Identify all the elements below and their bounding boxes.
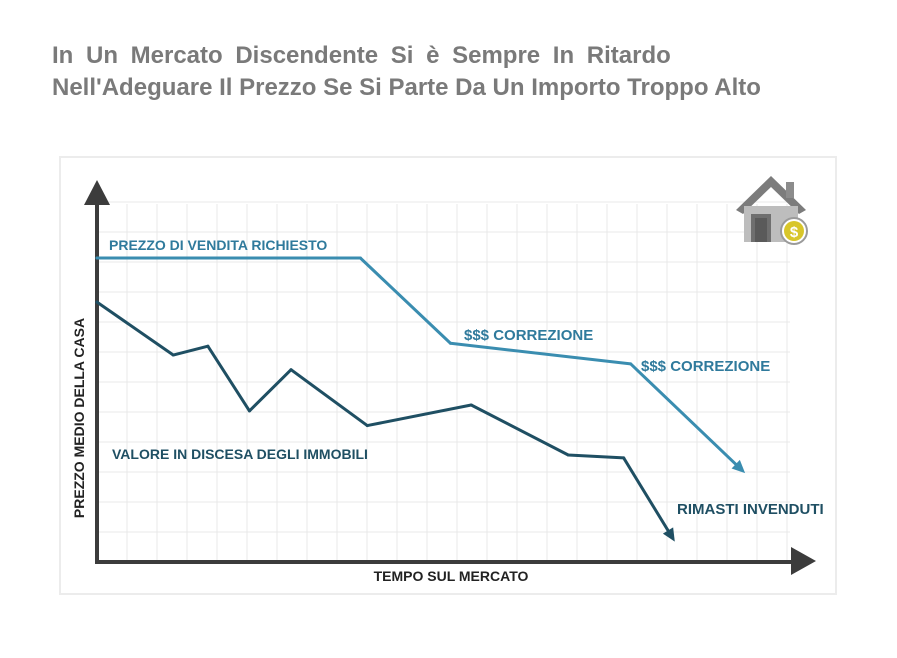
x-axis-label: TEMPO SUL MERCATO: [374, 568, 529, 584]
series-asking-price-point: [95, 256, 99, 260]
series-market-value-point: [622, 456, 626, 460]
series-market-value-arrowhead: [662, 527, 675, 542]
y-axis-arrowhead: [84, 180, 110, 205]
title-line-2: Nell'Adeguare Il Prezzo Se Si Parte Da U…: [52, 74, 761, 101]
house-dollar-icon: $: [736, 176, 808, 245]
x-axis-arrowhead: [791, 547, 816, 575]
annotation-correction-1: $$$ CORREZIONE: [464, 327, 593, 344]
series-market-value-point: [247, 409, 251, 413]
series-asking-price-point: [629, 362, 633, 366]
series-asking-price-arrowhead: [731, 459, 746, 474]
series-market-value-point: [469, 403, 473, 407]
annotation-unsold: RIMASTI INVENDUTI: [677, 501, 824, 518]
series-market-value-point: [171, 353, 175, 357]
series-asking-price-point: [448, 341, 452, 345]
series-market-value-point: [289, 368, 293, 372]
series-label-asking-price: PREZZO DI VENDITA RICHIESTO: [109, 237, 327, 253]
series-market-value-point: [365, 424, 369, 428]
series-asking-price-point: [358, 256, 362, 260]
title-line-1: In Un Mercato Discendente Si è Sempre In…: [52, 42, 671, 69]
page-title: In Un Mercato Discendente Si è Sempre In…: [52, 40, 852, 104]
series-market-value-line: [95, 300, 674, 539]
y-axis-label: PREZZO MEDIO DELLA CASA: [71, 318, 87, 518]
series-label-market-value: VALORE IN DISCESA DEGLI IMMOBILI: [112, 446, 368, 462]
chart-frame: [59, 156, 837, 595]
svg-text:$: $: [790, 224, 799, 241]
series-market-value-point: [566, 453, 570, 457]
chart-series: [95, 256, 746, 542]
series-market-value-point: [206, 344, 210, 348]
chart-axes: [84, 180, 816, 575]
annotation-correction-2: $$$ CORREZIONE: [641, 358, 770, 375]
series-market-value-point: [95, 300, 99, 304]
